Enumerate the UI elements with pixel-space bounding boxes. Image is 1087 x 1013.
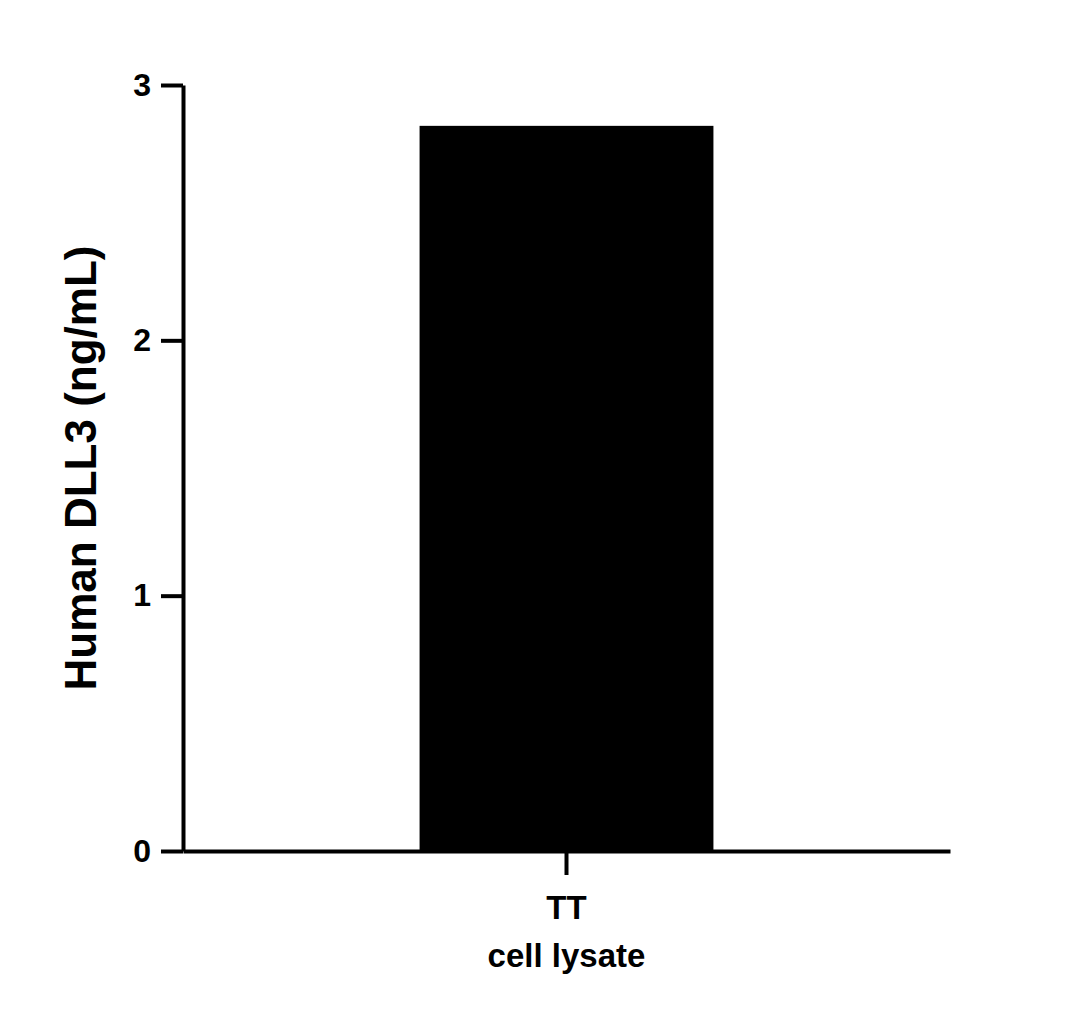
y-axis: 0 1 2 3 [133, 67, 183, 869]
chart-svg: 0 1 2 3 TT cell lysate Human DLL3 (ng/mL) [0, 0, 1087, 1013]
x-tick-label: TT cell lysate [488, 889, 646, 974]
x-tick-mark [565, 851, 569, 875]
x-axis: TT cell lysate [184, 851, 951, 974]
y-tick-mark [161, 84, 183, 88]
y-tick-mark [161, 850, 183, 854]
bar [420, 126, 714, 851]
y-tick-label: 1 [133, 577, 151, 613]
y-tick-mark [161, 339, 183, 343]
y-tick-label: 3 [133, 67, 151, 103]
y-axis-title: Human DLL3 (ng/mL) [56, 246, 105, 691]
y-tick: 2 [133, 322, 183, 358]
y-tick-mark [161, 594, 183, 598]
y-tick-label: 2 [133, 322, 151, 358]
x-tick-label-line: TT [546, 889, 586, 926]
x-tick: TT cell lysate [488, 851, 646, 974]
y-tick: 3 [133, 67, 183, 103]
bars [420, 126, 714, 851]
y-tick: 0 [133, 833, 183, 869]
x-tick-label-line: cell lysate [488, 937, 646, 974]
y-axis-line [182, 86, 186, 852]
chart-container: 0 1 2 3 TT cell lysate Human DLL3 (ng/mL) [0, 0, 1087, 1013]
y-tick: 1 [133, 577, 183, 613]
y-tick-label: 0 [133, 833, 151, 869]
